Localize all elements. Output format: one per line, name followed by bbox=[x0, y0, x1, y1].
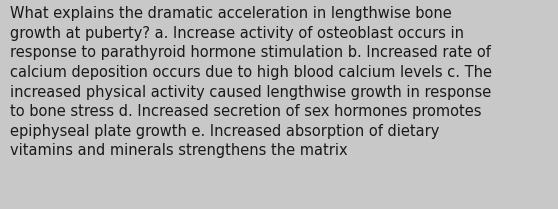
Text: What explains the dramatic acceleration in lengthwise bone
growth at puberty? a.: What explains the dramatic acceleration … bbox=[10, 6, 492, 158]
